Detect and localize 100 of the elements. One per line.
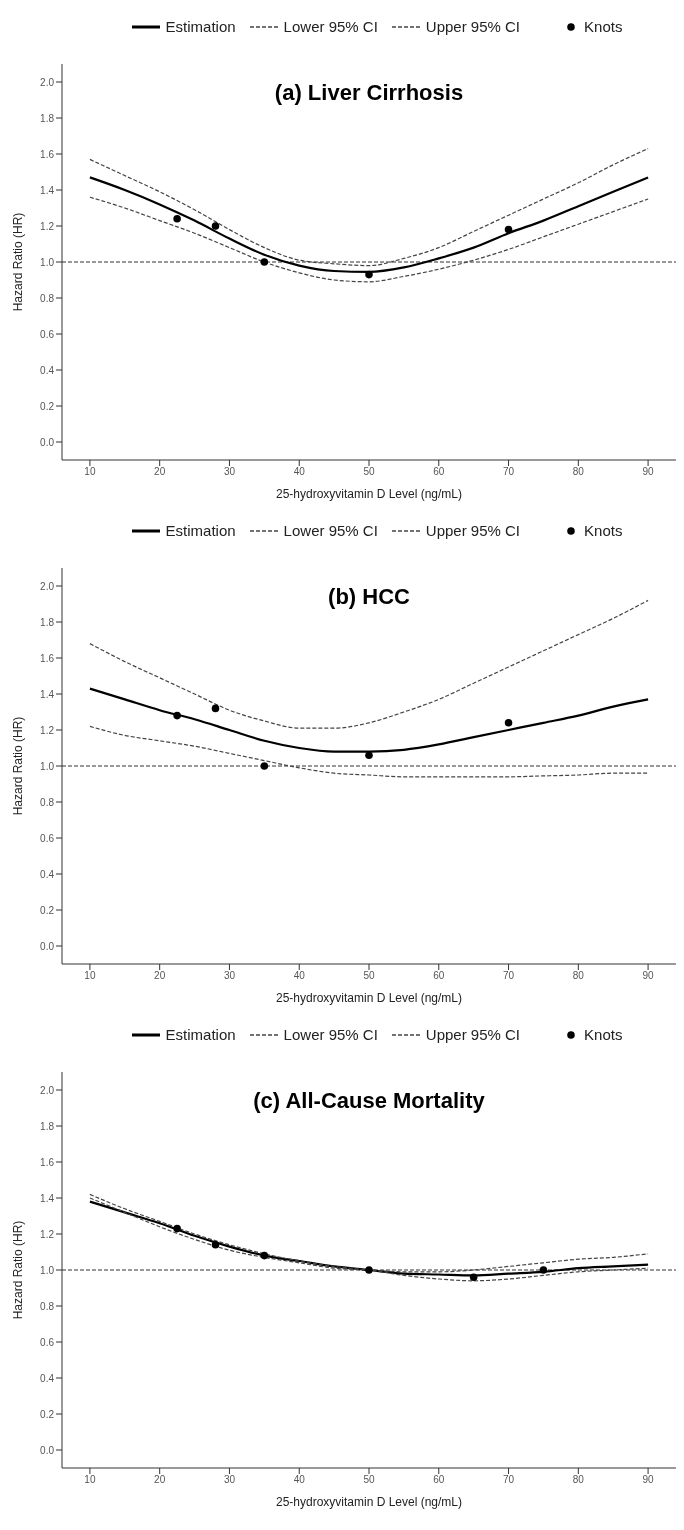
y-tick-label: 1.4 <box>40 1192 55 1204</box>
x-tick-label: 80 <box>572 466 585 478</box>
y-tick-label: 1.6 <box>40 1156 55 1168</box>
y-tick-label: 1.4 <box>40 184 55 196</box>
x-tick-label: 60 <box>433 466 445 478</box>
point <box>211 704 220 713</box>
x-tick-label: 50 <box>363 970 375 982</box>
y-tick-label: 0.6 <box>40 1336 55 1348</box>
x-tick-label: 30 <box>223 970 236 982</box>
x-tick-label: 30 <box>223 1474 236 1486</box>
y-tick-label: 0.8 <box>40 796 55 808</box>
x-tick-label: 40 <box>293 1474 306 1486</box>
x-tick-label: 80 <box>572 1474 585 1486</box>
y-tick-label: 0.0 <box>40 1444 55 1456</box>
y-tick-label: 0.4 <box>40 1372 55 1384</box>
y-tick-label: 2.0 <box>40 580 55 592</box>
point <box>365 751 373 759</box>
y-tick-label: 0.2 <box>40 904 55 916</box>
y-tick-label: 1.8 <box>40 112 55 124</box>
y-axis-title: Hazard Ratio (HR) <box>11 1220 26 1320</box>
y-tick-label: 1.8 <box>40 1120 55 1132</box>
y-tick-label: 1.2 <box>40 1228 55 1240</box>
y-tick-label: 2.0 <box>40 76 55 88</box>
x-tick-label: 30 <box>223 466 236 478</box>
y-tick-label: 0.2 <box>40 400 55 412</box>
y-tick-label: 2.0 <box>40 1084 55 1096</box>
x-axis-title: 25-hydroxyvitamin D Level (ng/mL) <box>275 1495 463 1509</box>
y-tick-label: 0.8 <box>40 292 55 304</box>
y-tick-label: 0.6 <box>40 832 55 844</box>
x-tick-label: 70 <box>502 1474 515 1486</box>
point <box>469 1273 478 1281</box>
point <box>211 222 220 230</box>
x-tick-label: 50 <box>363 466 375 478</box>
point <box>504 719 513 727</box>
legend-label: Estimation <box>165 522 236 539</box>
x-tick-label: 20 <box>154 970 166 982</box>
x-tick-label: 20 <box>154 466 166 478</box>
point <box>504 225 513 234</box>
y-tick-label: 0.4 <box>40 868 55 880</box>
text: (a) Liver Cirrhosis <box>273 80 465 106</box>
y-tick-label: 1.6 <box>40 148 55 160</box>
x-tick-label: 40 <box>293 970 306 982</box>
x-tick-label: 70 <box>502 970 515 982</box>
legend-label: Estimation <box>165 1026 236 1043</box>
legend-label: Upper 95% CI <box>425 18 521 35</box>
x-tick-label: 90 <box>642 970 655 982</box>
y-tick-label: 0.6 <box>40 328 55 340</box>
y-tick-label: 0.0 <box>40 940 55 952</box>
x-tick-label: 50 <box>363 1474 375 1486</box>
y-tick-label: 1.0 <box>40 256 55 268</box>
y-tick-label: 1.2 <box>40 724 55 736</box>
y-tick-label: 1.4 <box>40 688 55 700</box>
point <box>260 258 269 266</box>
y-tick-label: 1.0 <box>40 760 55 772</box>
line-series <box>89 725 649 778</box>
legend-label: Knots <box>584 18 623 35</box>
x-tick-label: 80 <box>572 970 585 982</box>
x-tick-label: 40 <box>293 466 306 478</box>
x-tick-label: 10 <box>84 1474 96 1486</box>
y-tick-label: 0.0 <box>40 436 55 448</box>
point <box>260 1251 269 1260</box>
y-tick-label: 0.2 <box>40 1408 55 1420</box>
point <box>173 215 181 223</box>
x-axis-title: 25-hydroxyvitamin D Level (ng/mL) <box>275 991 463 1005</box>
x-tick-label: 60 <box>433 970 445 982</box>
x-tick-label: 70 <box>502 466 515 478</box>
y-tick-label: 1.8 <box>40 616 55 628</box>
legend-label: Upper 95% CI <box>425 1026 521 1043</box>
legend-label: Lower 95% CI <box>283 1026 378 1043</box>
y-tick-label: 1.0 <box>40 1264 55 1276</box>
y-tick-label: 1.6 <box>40 652 55 664</box>
y-axis-title: Hazard Ratio (HR) <box>11 212 26 312</box>
y-tick-label: 0.4 <box>40 364 55 376</box>
point <box>173 711 181 720</box>
line-series <box>89 148 649 267</box>
legend-label: Lower 95% CI <box>283 522 378 539</box>
x-tick-label: 90 <box>642 1474 655 1486</box>
point <box>260 762 269 770</box>
y-tick-label: 1.2 <box>40 220 55 232</box>
legend-label: Upper 95% CI <box>425 522 521 539</box>
line-series <box>89 196 649 283</box>
x-tick-label: 10 <box>84 466 96 478</box>
text: (b) HCC <box>327 584 411 610</box>
legend-label: Estimation <box>165 18 236 35</box>
legend-label: Knots <box>584 522 623 539</box>
point <box>173 1224 181 1233</box>
y-axis-title: Hazard Ratio (HR) <box>11 716 26 816</box>
legend-label: Knots <box>584 1026 623 1043</box>
x-tick-label: 90 <box>642 466 655 478</box>
x-tick-label: 10 <box>84 970 96 982</box>
text: (c) All-Cause Mortality <box>252 1088 486 1114</box>
point <box>365 1266 373 1274</box>
y-tick-label: 0.8 <box>40 1300 55 1312</box>
point <box>539 1266 548 1274</box>
x-axis-title: 25-hydroxyvitamin D Level (ng/mL) <box>275 487 463 501</box>
x-tick-label: 60 <box>433 1474 445 1486</box>
point <box>365 270 373 279</box>
point <box>211 1241 220 1249</box>
legend-label: Lower 95% CI <box>283 18 378 35</box>
x-tick-label: 20 <box>154 1474 166 1486</box>
